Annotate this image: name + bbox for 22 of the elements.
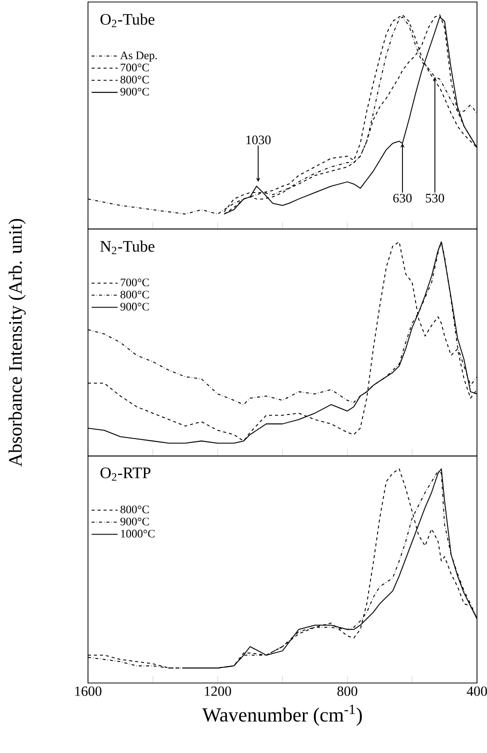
annotation: 630 bbox=[393, 194, 412, 203]
legend-label: As Dep. bbox=[120, 52, 157, 62]
legend-label: 700°C bbox=[120, 278, 149, 286]
chart-title: N$_{2}$-Tube bbox=[100, 240, 154, 254]
legend-label: 800°C bbox=[120, 76, 149, 84]
x-tick-label: 800 bbox=[337, 686, 358, 696]
legend-label: 900°C bbox=[120, 88, 149, 96]
legend-label: 800°C bbox=[120, 506, 149, 514]
chart-title: O$_{2}$-RTP bbox=[100, 468, 150, 481]
x-tick-label: 400 bbox=[466, 686, 487, 696]
legend-label: 700°C bbox=[120, 64, 149, 72]
y-axis-title: Absorbance Intensity (Arb. unit) bbox=[8, 219, 26, 467]
x-tick-label: 1600 bbox=[75, 686, 102, 696]
annotation: 530 bbox=[426, 194, 444, 203]
chart-title: O$_{2}$-Tube bbox=[100, 14, 154, 28]
annotation: 1030 bbox=[246, 136, 271, 144]
legend-label: 800°C bbox=[120, 290, 149, 298]
x-axis-title: Wavenumber (cm$^{-1}$) bbox=[202, 704, 362, 726]
legend-label: 900°C bbox=[120, 518, 149, 526]
x-tick-label: 1200 bbox=[204, 686, 232, 696]
legend-label: 1000°C bbox=[121, 530, 155, 538]
legend-label: 900°C bbox=[120, 302, 149, 311]
